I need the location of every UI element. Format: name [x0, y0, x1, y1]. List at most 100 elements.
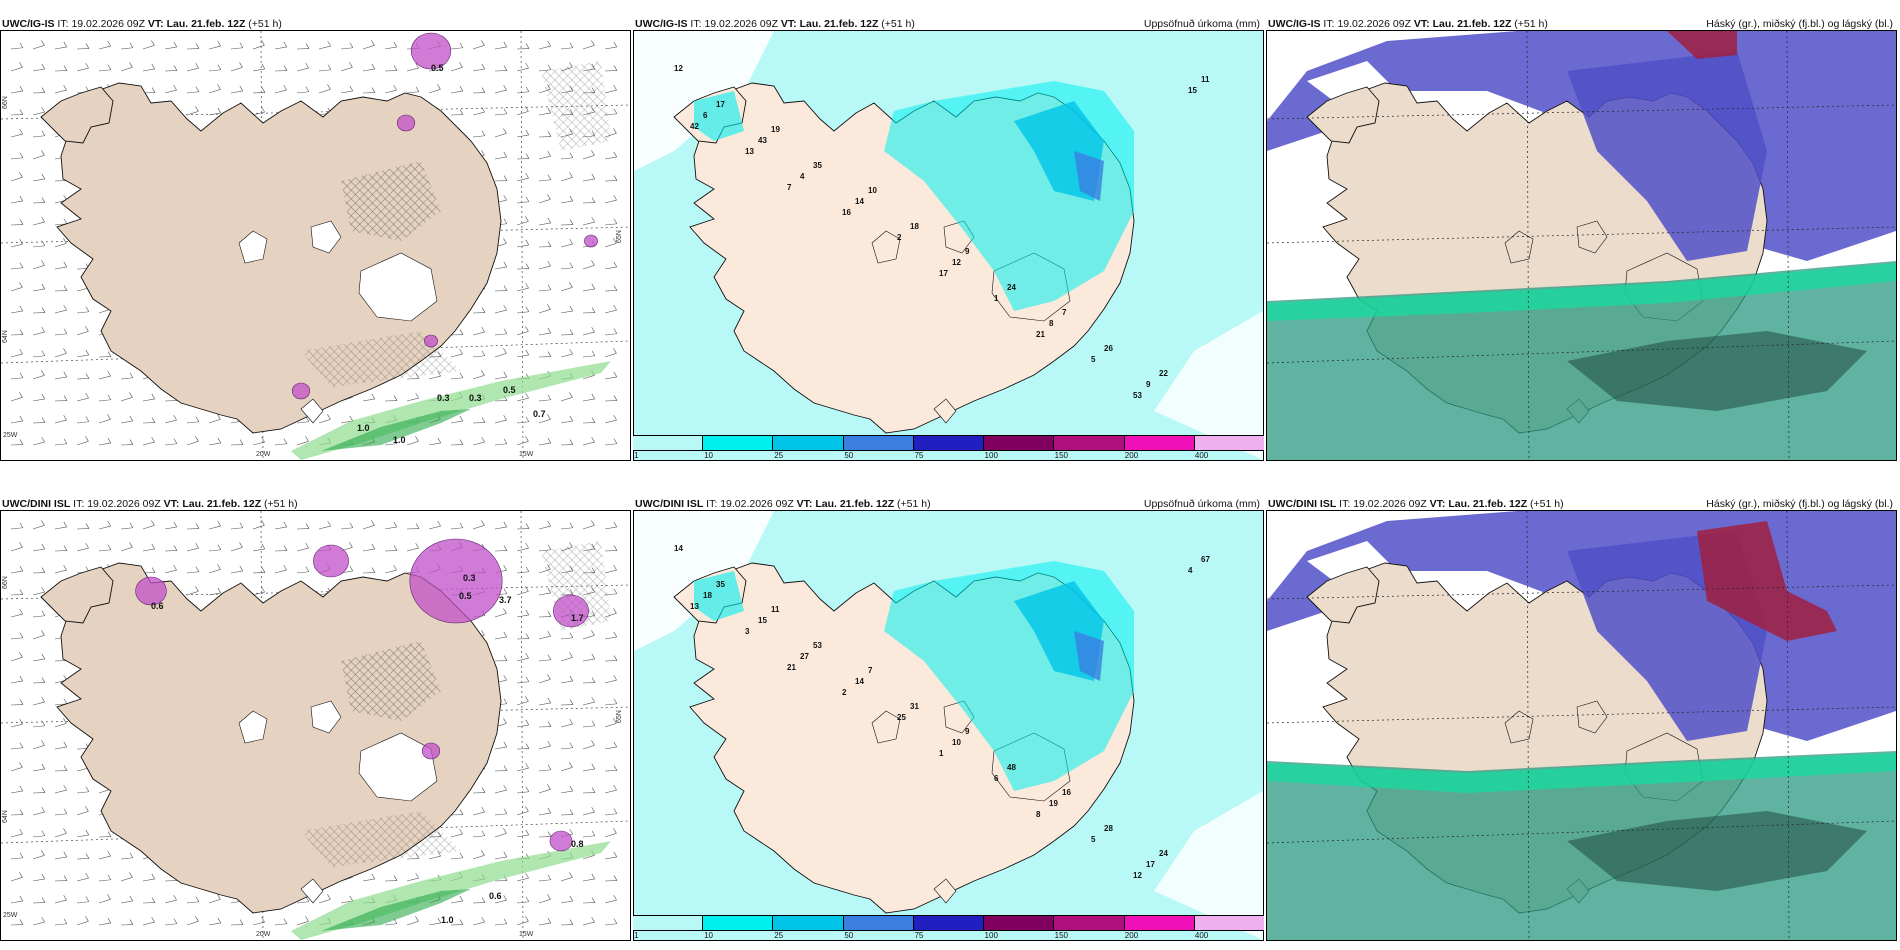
precip-value: 16: [842, 208, 851, 217]
colorbar-tick-label: 1: [634, 931, 639, 940]
lat-label: 64N: [2, 810, 9, 823]
colorbar-swatch: [773, 436, 844, 450]
precip-value: 35: [813, 161, 822, 170]
panel-title: UWC/DINI ISL IT: 19.02.2026 09Z VT: Lau.…: [2, 498, 298, 510]
colorbar-tick-label: 100: [984, 931, 998, 940]
panel-precip-dini: UWC/DINI ISL IT: 19.02.2026 09Z VT: Lau.…: [633, 494, 1264, 941]
precip-area: [694, 571, 744, 621]
lat-label: 66N: [2, 576, 9, 589]
colorbar-swatch: [913, 436, 985, 450]
precip-value: 5: [1091, 355, 1096, 364]
precip-value: 19: [1049, 799, 1058, 808]
precip-value: 25: [897, 713, 906, 722]
value-label: 0.5: [503, 385, 516, 395]
lon-label: 20W: [256, 451, 271, 458]
panel-field-title: Uppsöfnuð úrkoma (mm): [1143, 18, 1260, 30]
precip-value: 16: [1062, 788, 1071, 797]
precip-value: 19: [771, 125, 780, 134]
colorbar-swatch: [633, 436, 704, 450]
colorbar-tick-label: 400: [1194, 451, 1209, 460]
panel-field-title: Uppsöfnuð úrkoma (mm): [1143, 498, 1260, 510]
value-label: 0.6: [151, 601, 164, 611]
precip-value: 2: [842, 688, 847, 697]
cloud-map-svg: [1267, 31, 1896, 460]
magenta-blob: [396, 114, 416, 132]
precip-value: 15: [1188, 86, 1197, 95]
precip-value: 7: [787, 183, 792, 192]
low-cloud-dense: [1567, 331, 1867, 411]
value-label: 3.7: [499, 595, 512, 605]
colorbar-swatch: [1124, 436, 1195, 450]
precip-value: 12: [674, 64, 683, 73]
panel-field-title: Háský (gr.), miðský (fj.bl.) og lágský (…: [1706, 498, 1893, 510]
precip-value: 14: [674, 544, 683, 553]
colorbar: 1 10 25 50 75 100 150 200 400: [633, 435, 1264, 461]
colorbar-swatch: [913, 916, 985, 930]
precip-value: 9: [1146, 380, 1151, 389]
value-label: 0.5: [431, 63, 444, 73]
precip-value: 4: [800, 172, 805, 181]
precip-band-core: [321, 889, 471, 931]
lat-label: 64N: [2, 330, 9, 343]
lat-label: 65N: [616, 230, 623, 243]
colorbar-swatch: [843, 916, 914, 930]
value-label: 1.0: [357, 423, 370, 433]
cloud-map: [1266, 30, 1897, 461]
lon-label: 25W: [3, 912, 18, 919]
precip-value: 7: [1062, 308, 1067, 317]
precip-value: 9: [965, 247, 970, 256]
hatched-area: [541, 61, 611, 151]
precip-value: 10: [868, 186, 877, 195]
dry-area: [1154, 791, 1263, 940]
lat-label: 66N: [2, 96, 9, 109]
colorbar-tick-label: 10: [704, 451, 714, 460]
colorbar-swatch: [843, 436, 914, 450]
precip-map-svg: 1411791624355331482867151410191718272565…: [634, 511, 1263, 940]
magenta-blob: [410, 32, 452, 70]
panel-cloud-dini: UWC/DINI ISL IT: 19.02.2026 09Z VT: Lau.…: [1266, 494, 1897, 941]
panel-field-title: Háský (gr.), miðský (fj.bl.) og lágský (…: [1706, 18, 1893, 30]
magenta-blob: [135, 576, 167, 606]
precip-value: 53: [813, 641, 822, 650]
precip-value: 1: [939, 749, 944, 758]
panel-title: UWC/IG-IS IT: 19.02.2026 09Z VT: Lau. 21…: [1268, 18, 1548, 30]
wind-map: 20W 15W 25W 66N 64N 65N 1.0 1.0 0.7 0.3 0.3 0.5 0.5: [0, 30, 631, 461]
value-label: 0.3: [437, 393, 450, 403]
hatched-area: [301, 811, 461, 867]
lon-label: 15W: [519, 451, 534, 458]
precip-value: 15: [758, 616, 767, 625]
precip-value: 13: [690, 602, 699, 611]
high-cloud: [1667, 31, 1737, 59]
precip-value: 28: [1104, 824, 1113, 833]
value-label: 0.3: [469, 393, 482, 403]
hatched-area: [341, 641, 441, 721]
colorbar-swatch: [1054, 916, 1125, 930]
mid-cloud-land: [1567, 51, 1767, 261]
colorbar-swatch: [1054, 436, 1125, 450]
precip-value: 48: [1007, 763, 1016, 772]
colorbar-tick-label: 50: [844, 451, 854, 460]
precip-map: 14 11 7 9 16 24 35 53 31 48 28 67 15 14 10 19 17 18 27 25 6 5…: [633, 510, 1264, 941]
precip-value: 21: [787, 663, 796, 672]
magenta-blob: [291, 382, 311, 400]
precip-value: 17: [716, 100, 725, 109]
precip-value: 18: [910, 222, 919, 231]
value-label: 1.7: [571, 613, 584, 623]
colorbar-swatch: [1194, 436, 1264, 450]
precip-value: 67: [1201, 555, 1210, 564]
precip-value: 14: [855, 197, 864, 206]
colorbar-swatch: [633, 916, 704, 930]
hatched-area: [301, 331, 461, 387]
colorbar-tick-label: 25: [774, 931, 784, 940]
colorbar-swatch: [773, 916, 844, 930]
wind-map-svg: 20W 15W 25W 66N 64N 65N 1.0 0.8 0.6 0.3 0.5 3.7 1.7 0…: [1, 511, 630, 940]
precip-area-core: [1074, 151, 1104, 201]
precip-value: 14: [855, 677, 864, 686]
precip-value: 6: [994, 774, 999, 783]
precip-value: 17: [1146, 860, 1155, 869]
precip-value: 43: [758, 136, 767, 145]
precip-value: 18: [703, 591, 712, 600]
panel-precip-igis: UWC/IG-IS IT: 19.02.2026 09Z VT: Lau. 21…: [633, 14, 1264, 461]
precip-value: 12: [952, 258, 961, 267]
precip-value: 24: [1007, 283, 1016, 292]
